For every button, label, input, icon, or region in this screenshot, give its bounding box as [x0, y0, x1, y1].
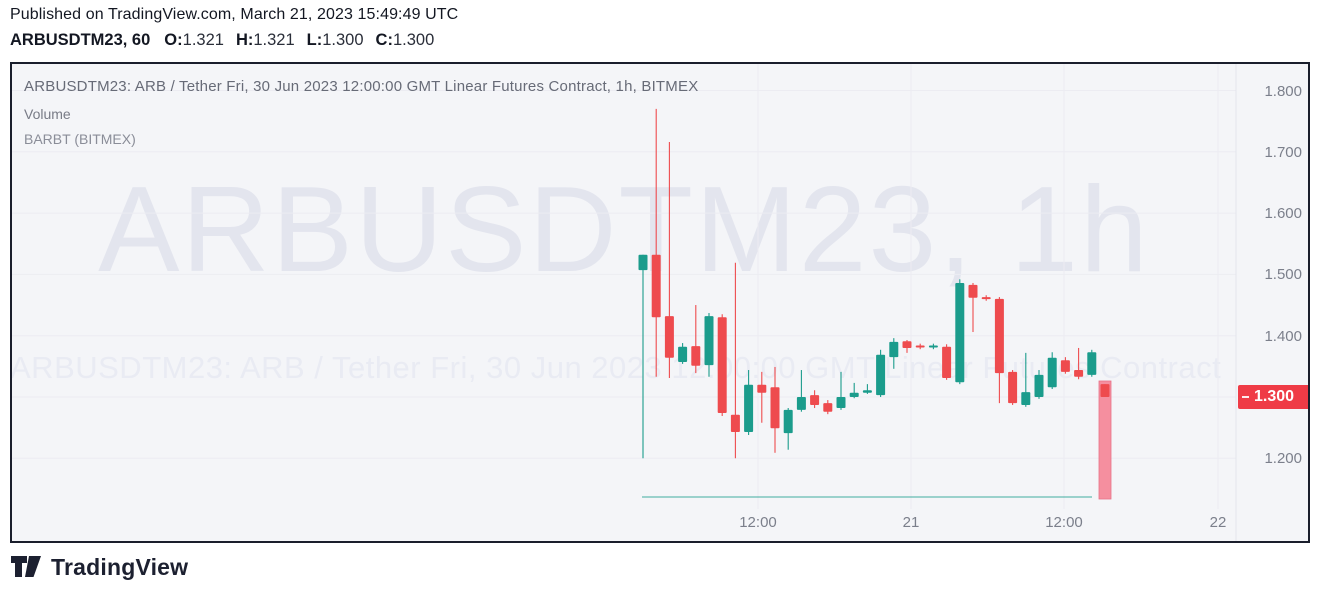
- candle-body: [1100, 384, 1110, 397]
- candle-body: [678, 346, 688, 363]
- candlestick-canvas[interactable]: [12, 64, 1308, 541]
- candle-body: [783, 409, 793, 434]
- candle-body: [981, 297, 991, 300]
- tradingview-logo-text: TradingView: [51, 554, 189, 580]
- candle-body: [1074, 370, 1084, 377]
- candle-body: [1087, 352, 1097, 375]
- price-tick-label: 1.700: [1264, 143, 1302, 161]
- chart-legend: ARBUSDTM23: ARB / Tether Fri, 30 Jun 202…: [24, 78, 698, 147]
- candle-body: [757, 384, 767, 393]
- symbol-watermark-small: ARBUSDTM23: ARB / Tether Fri, 30 Jun 202…: [10, 350, 1222, 385]
- time-tick-label: 22: [1209, 514, 1227, 531]
- price-tick-label: 1.500: [1264, 266, 1302, 284]
- candle-body: [928, 345, 938, 348]
- candle-body: [968, 284, 978, 298]
- ohlc-high-label: H:: [235, 31, 254, 49]
- candle-body: [664, 316, 674, 358]
- candle-body: [994, 298, 1004, 374]
- candle-body: [942, 346, 952, 378]
- volume-source-label: BARBT (BITMEX): [24, 131, 136, 147]
- published-line: Published on TradingView.com, March 21, …: [10, 6, 459, 23]
- candle-body: [717, 317, 727, 413]
- time-tick-label: 21: [902, 514, 920, 531]
- price-tick-label: 1.200: [1264, 450, 1302, 468]
- ohlc-open-value: 1.321: [182, 31, 224, 49]
- candle-body: [902, 341, 912, 348]
- candle-body: [1034, 374, 1044, 397]
- candle-body: [770, 387, 780, 429]
- ohlc-close: C:1.300: [376, 31, 435, 49]
- ohlc-line: ARBUSDTM23, 60 O:1.321 H:1.321 L:1.300 C:1.3…: [10, 31, 458, 50]
- candle-body: [1047, 357, 1057, 388]
- candle-body: [810, 395, 820, 405]
- ohlc-low: L:1.300: [307, 31, 364, 49]
- price-tick-label: 1.800: [1264, 82, 1302, 100]
- ohlc-open: O:1.321: [164, 31, 224, 49]
- ohlc-high: H:1.321: [236, 31, 295, 49]
- candle-body: [1060, 360, 1070, 372]
- candle-body: [915, 345, 925, 348]
- candle-body: [823, 403, 833, 412]
- candle-body: [704, 316, 714, 366]
- volume-indicator-label: Volume: [24, 106, 71, 122]
- candle-body: [876, 354, 886, 396]
- tradingview-logo-icon: [11, 555, 41, 577]
- time-tick-label: 12:00: [739, 514, 777, 531]
- ohlc-close-label: C:: [375, 31, 393, 49]
- candle-body: [1008, 371, 1018, 404]
- candle-body: [744, 384, 754, 432]
- candle-body: [730, 414, 740, 432]
- ohlc-open-label: O:: [164, 31, 183, 49]
- ohlc-high-value: 1.321: [253, 31, 295, 49]
- candle-body: [1021, 392, 1031, 405]
- candle-body: [889, 341, 899, 358]
- symbol-interval: ARBUSDTM23, 60: [10, 31, 151, 49]
- candle-body: [638, 254, 648, 271]
- time-tick-label: 12:00: [1045, 514, 1083, 531]
- candle-body: [849, 392, 859, 397]
- candle-body: [955, 282, 965, 383]
- price-tick-label: 1.600: [1264, 205, 1302, 223]
- ohlc-close-value: 1.300: [392, 31, 435, 49]
- symbol-watermark-large: ARBUSDTM23, 1h: [98, 161, 1150, 297]
- candle-body: [796, 397, 806, 410]
- ohlc-low-label: L:: [306, 31, 323, 49]
- tradingview-branding[interactable]: TradingView: [10, 554, 188, 581]
- candle-body: [651, 254, 661, 318]
- snapshot-header: Published on TradingView.com, March 21, …: [10, 6, 458, 50]
- candle-body: [836, 397, 846, 409]
- candle-body: [862, 390, 872, 393]
- price-tick-label: 1.400: [1264, 327, 1302, 345]
- volume-bar: [1098, 380, 1112, 500]
- chart-title: ARBUSDTM23: ARB / Tether Fri, 30 Jun 202…: [24, 78, 699, 95]
- ohlc-low-value: 1.300: [322, 31, 364, 49]
- candle-body: [691, 346, 701, 366]
- last-price-badge: 1.300: [1238, 385, 1308, 409]
- chart-panel: ARBUSDTM23, 1h ARBUSDTM23: ARB / Tether …: [10, 62, 1310, 543]
